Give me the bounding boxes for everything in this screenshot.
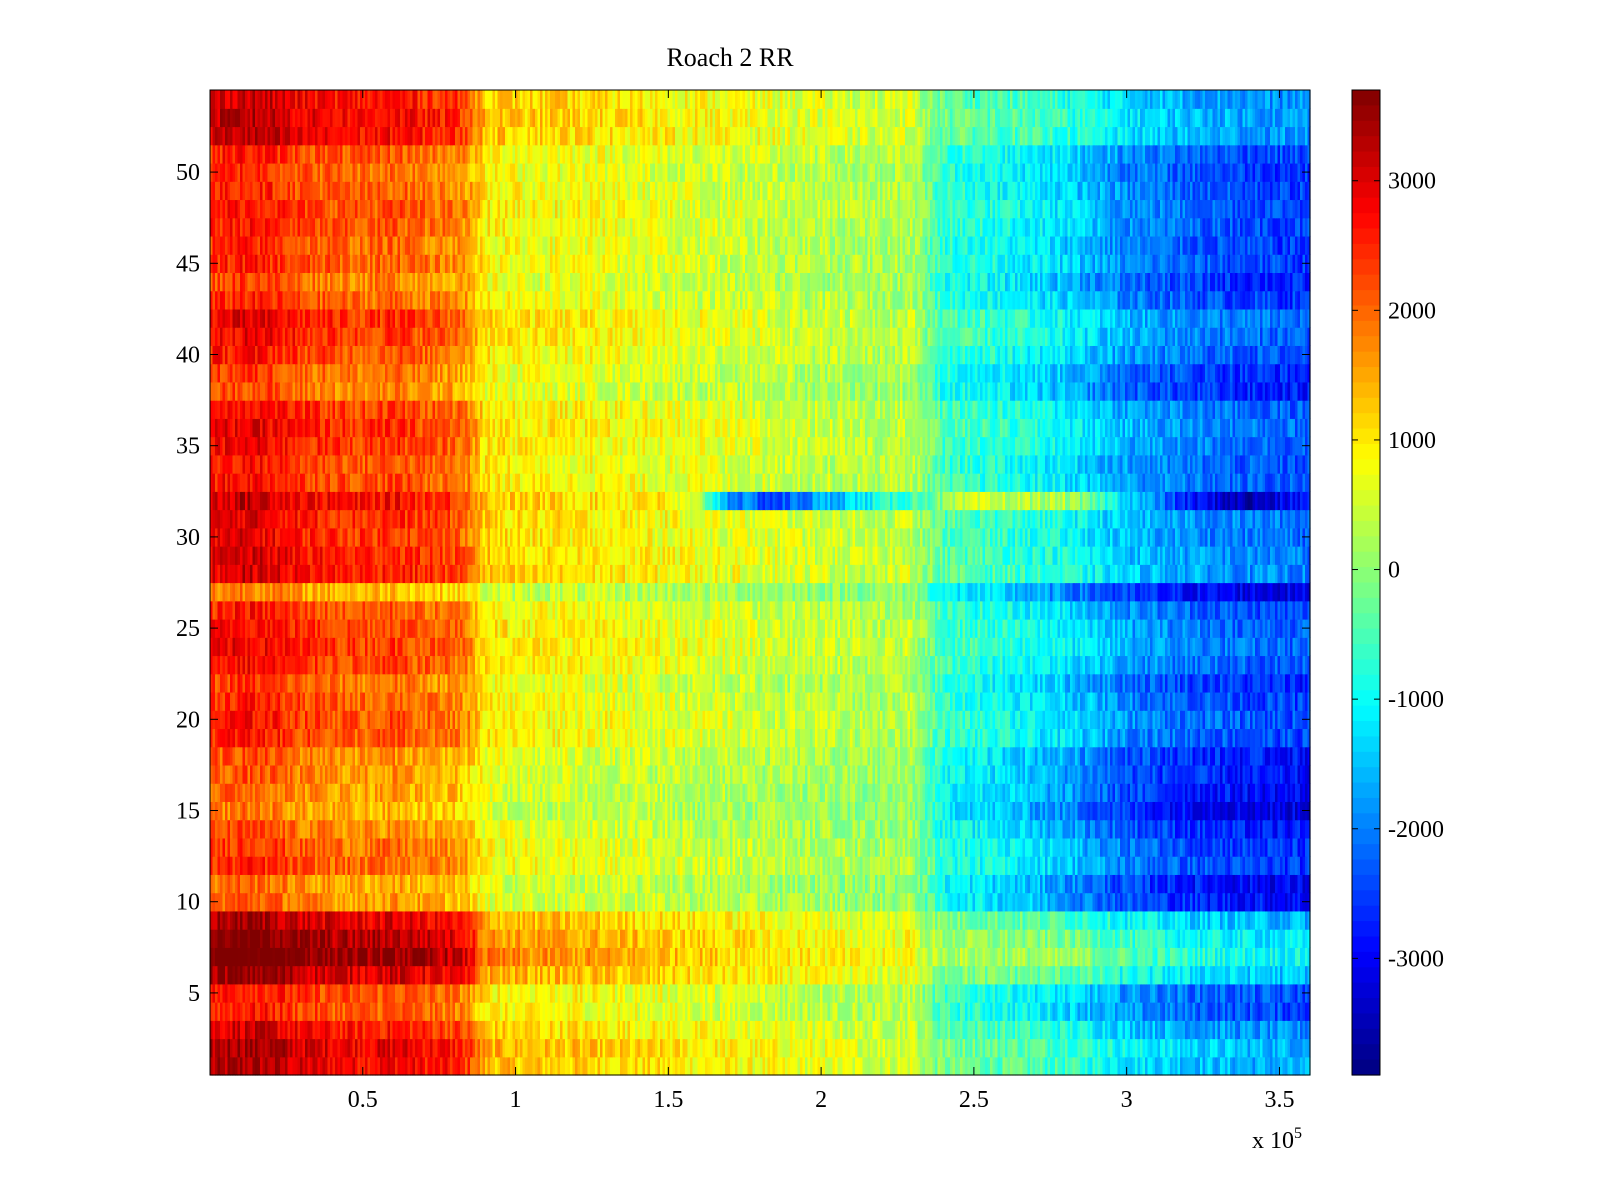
heatmap-row <box>210 966 1311 985</box>
heatmap-row <box>210 1020 1311 1039</box>
heatmap-row <box>210 874 1311 893</box>
heatmap-row <box>210 911 1311 930</box>
heatmap-row <box>210 856 1311 875</box>
heatmap-plot-area <box>210 90 1311 1076</box>
heatmap-row <box>210 929 1311 948</box>
heatmap-row <box>210 1039 1311 1058</box>
chart-title: Roach 2 RR <box>666 43 794 72</box>
heatmap-row <box>210 947 1311 966</box>
heatmap-row <box>210 1002 1311 1021</box>
heatmap-row <box>210 893 1311 912</box>
heatmap-row <box>210 1057 1311 1076</box>
heatmap-row <box>210 984 1311 1003</box>
